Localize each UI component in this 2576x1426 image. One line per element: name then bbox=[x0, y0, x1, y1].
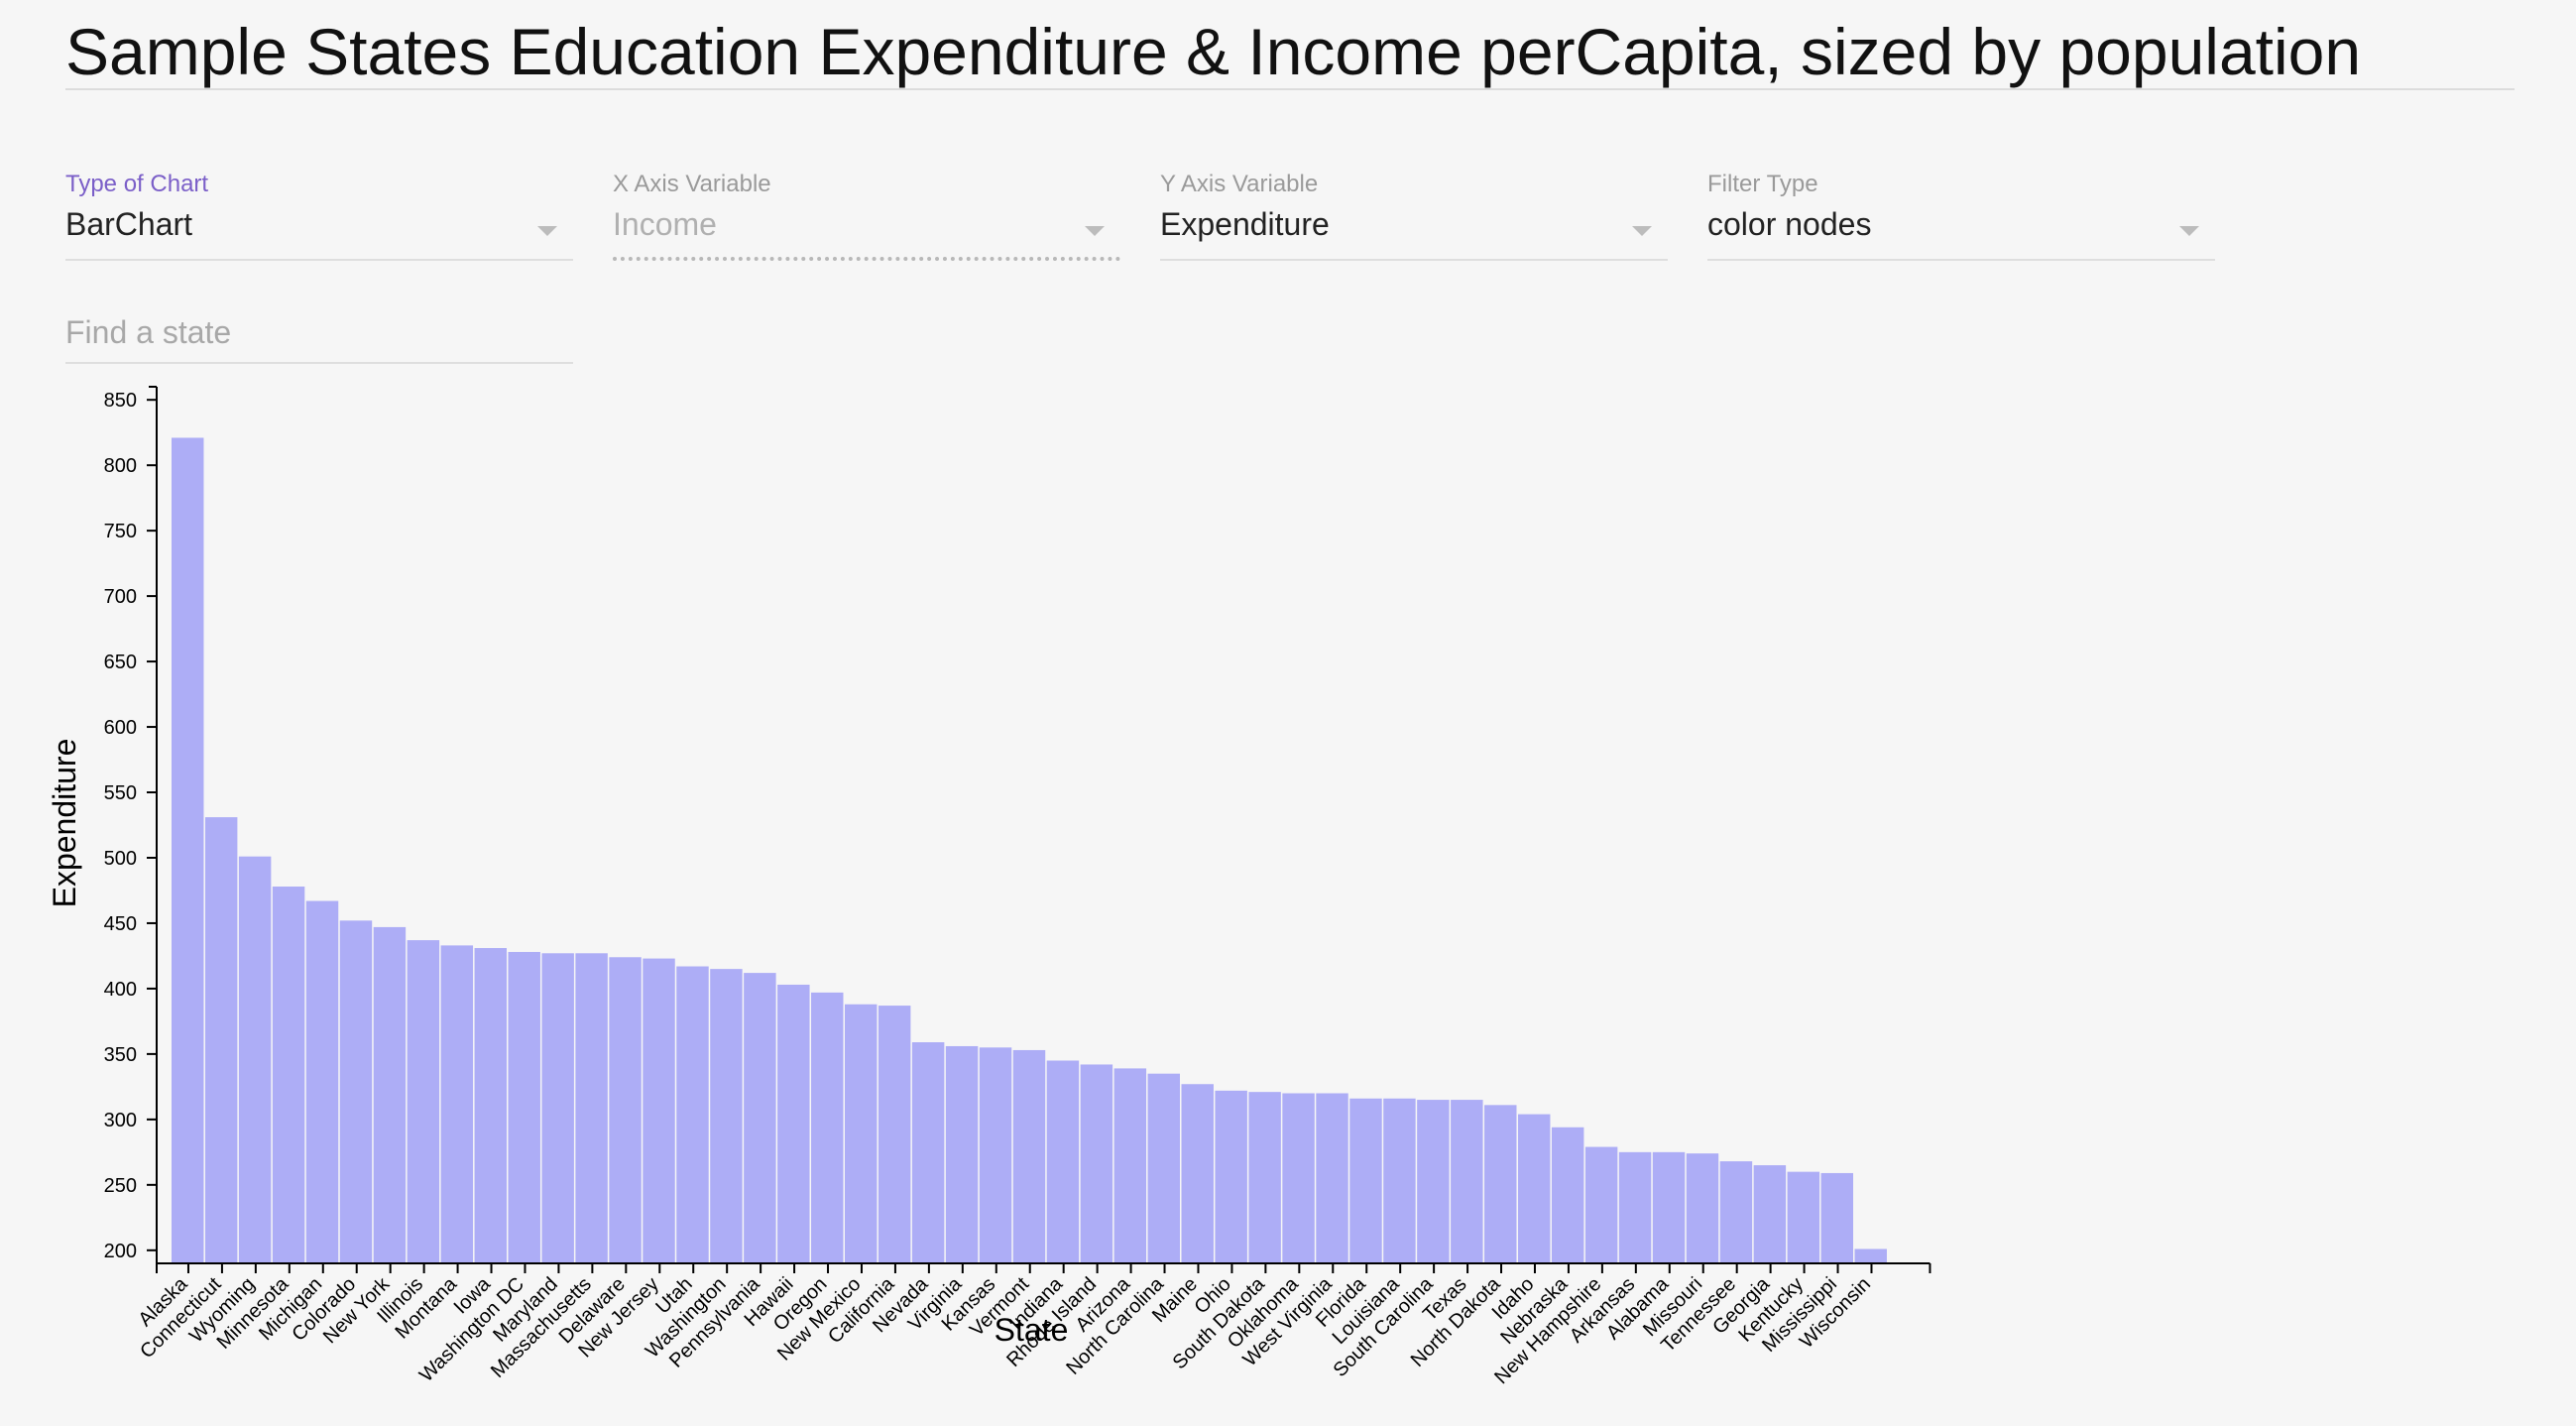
y-tick-label: 650 bbox=[104, 652, 137, 673]
bar bbox=[1181, 1084, 1214, 1263]
bar bbox=[643, 958, 675, 1263]
y-axis-value: Expenditure bbox=[1160, 206, 1330, 242]
filter-type-underline bbox=[1707, 259, 2215, 261]
title-divider bbox=[65, 88, 2515, 90]
x-axis-label: X Axis Variable bbox=[613, 171, 771, 197]
bar bbox=[1349, 1098, 1382, 1263]
chart-type-underline bbox=[65, 259, 573, 261]
bar bbox=[676, 966, 709, 1263]
bar bbox=[1147, 1073, 1180, 1263]
bar bbox=[172, 437, 204, 1263]
bar bbox=[1383, 1098, 1416, 1263]
bar bbox=[1080, 1064, 1113, 1263]
bar bbox=[1787, 1171, 1820, 1263]
bar bbox=[508, 951, 540, 1263]
chevron-down-icon bbox=[2179, 226, 2199, 236]
bar bbox=[845, 1004, 878, 1263]
y-tick-label: 800 bbox=[104, 455, 137, 477]
bar bbox=[474, 948, 507, 1263]
bar bbox=[440, 945, 474, 1263]
bar bbox=[1316, 1093, 1348, 1263]
chart-type-value: BarChart bbox=[65, 206, 193, 242]
bar bbox=[1451, 1100, 1483, 1263]
bar bbox=[609, 957, 642, 1263]
bar bbox=[272, 887, 305, 1263]
state-search-input[interactable] bbox=[65, 302, 573, 364]
bar bbox=[238, 856, 272, 1263]
y-tick-label: 550 bbox=[104, 782, 137, 804]
y-tick-label: 700 bbox=[104, 586, 137, 608]
y-tick-label: 400 bbox=[104, 979, 137, 1001]
bar bbox=[1248, 1092, 1281, 1263]
bar bbox=[1417, 1100, 1450, 1263]
y-tick-label: 600 bbox=[104, 717, 137, 739]
bar bbox=[1484, 1105, 1517, 1263]
bar bbox=[1618, 1151, 1652, 1263]
bar bbox=[945, 1045, 979, 1263]
bar bbox=[1686, 1153, 1719, 1263]
chevron-down-icon bbox=[1632, 226, 1652, 236]
x-axis-select[interactable]: X Axis Variable Income bbox=[613, 171, 1120, 262]
bar bbox=[811, 992, 844, 1263]
page-title: Sample States Education Expenditure & In… bbox=[65, 15, 2362, 88]
y-tick-label: 200 bbox=[104, 1241, 137, 1262]
y-axis-select[interactable]: Y Axis Variable Expenditure bbox=[1160, 171, 1668, 262]
bar bbox=[744, 973, 776, 1263]
bar bbox=[1113, 1068, 1147, 1263]
bar bbox=[1820, 1172, 1853, 1263]
chevron-down-icon bbox=[1085, 226, 1105, 236]
bar bbox=[1719, 1161, 1753, 1263]
bar bbox=[1282, 1093, 1315, 1263]
y-axis-title: Expenditure bbox=[47, 739, 82, 908]
chart-type-select[interactable]: Type of Chart BarChart bbox=[65, 171, 573, 262]
bar bbox=[204, 817, 238, 1263]
bar bbox=[1753, 1165, 1787, 1263]
bar bbox=[373, 926, 407, 1263]
bar bbox=[339, 920, 373, 1263]
y-tick-label: 850 bbox=[104, 390, 137, 412]
bar bbox=[407, 940, 440, 1263]
filter-type-label: Filter Type bbox=[1707, 171, 1818, 197]
bar bbox=[1551, 1127, 1584, 1263]
bar bbox=[305, 900, 339, 1263]
bar bbox=[911, 1042, 945, 1263]
bar bbox=[1652, 1151, 1686, 1263]
y-tick-label: 350 bbox=[104, 1044, 137, 1066]
bar bbox=[1584, 1146, 1618, 1263]
bar bbox=[1046, 1060, 1080, 1263]
y-tick-label: 750 bbox=[104, 521, 137, 542]
bar bbox=[777, 984, 810, 1263]
bar bbox=[1854, 1248, 1887, 1263]
chart-type-label: Type of Chart bbox=[65, 171, 209, 197]
bar bbox=[575, 953, 608, 1263]
chevron-down-icon bbox=[537, 226, 557, 236]
x-axis-underline bbox=[613, 257, 1120, 261]
bar bbox=[979, 1047, 1012, 1263]
bar bbox=[710, 969, 743, 1263]
bar bbox=[878, 1006, 911, 1263]
y-tick-label: 300 bbox=[104, 1110, 137, 1131]
bar bbox=[1012, 1049, 1046, 1263]
y-tick-label: 250 bbox=[104, 1175, 137, 1197]
x-axis-value: Income bbox=[613, 206, 717, 242]
filter-type-select[interactable]: Filter Type color nodes bbox=[1707, 171, 2215, 262]
y-axis-label: Y Axis Variable bbox=[1160, 171, 1319, 197]
y-tick-label: 450 bbox=[104, 913, 137, 935]
x-axis-title: State bbox=[995, 1312, 1069, 1348]
bar bbox=[1518, 1114, 1551, 1263]
y-tick-label: 500 bbox=[104, 848, 137, 870]
filter-type-value: color nodes bbox=[1707, 206, 1872, 242]
bar bbox=[541, 953, 574, 1263]
y-axis-underline bbox=[1160, 259, 1668, 261]
bar bbox=[1215, 1090, 1247, 1263]
